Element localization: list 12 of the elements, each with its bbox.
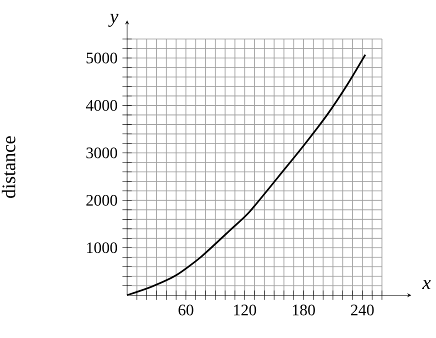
y-tick-label: 4000 [86, 100, 118, 111]
text: y [108, 14, 118, 27]
x-tick-label: 180 [292, 304, 315, 316]
y-tick-label: 3000 [86, 147, 118, 158]
y-tick-label: 5000 [86, 52, 118, 64]
y-axis-title: distance [2, 136, 16, 198]
y-tick-label: 2000 [86, 194, 118, 206]
x-tick-label: 120 [234, 304, 256, 316]
x-axis-title: x [422, 280, 431, 289]
x-tick-label: 60 [178, 304, 194, 316]
y-tick-label: 1000 [87, 242, 118, 254]
x-tick-label: 240 [351, 304, 374, 316]
